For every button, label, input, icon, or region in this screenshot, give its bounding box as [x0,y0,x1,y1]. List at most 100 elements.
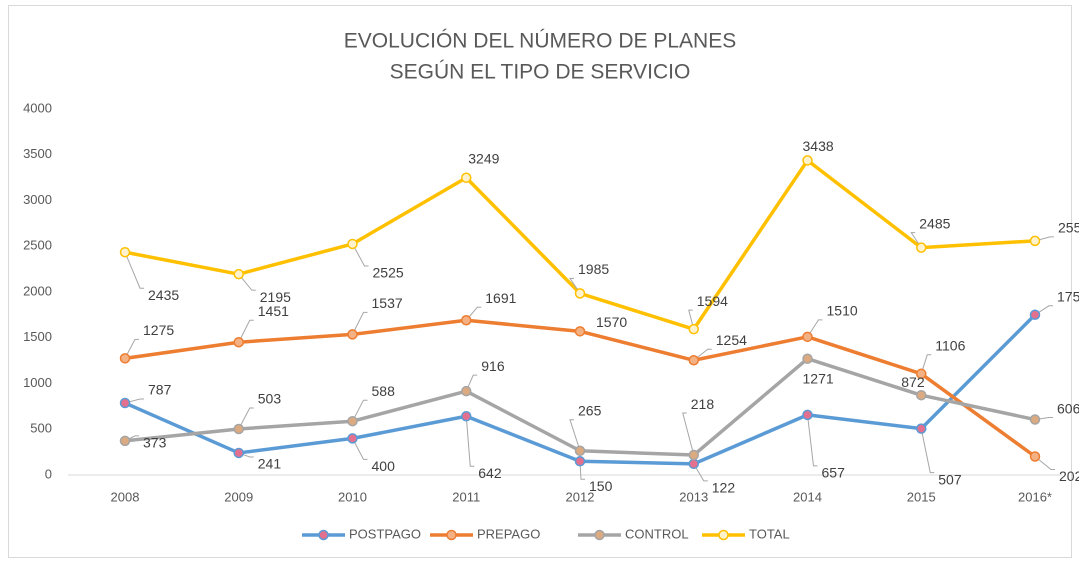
y-tick-label: 1500 [23,329,52,344]
marker [347,329,358,340]
data-label: 202 [1059,468,1079,484]
data-label: 588 [372,383,396,399]
leader-line [910,232,922,248]
marker [916,368,927,380]
legend-marker [594,529,605,541]
y-tick-label: 2000 [23,283,52,298]
legend-marker [318,529,329,541]
data-label: 218 [691,396,715,412]
marker [119,246,131,258]
x-tick-label: 2008 [111,489,140,504]
marker [233,268,244,280]
marker [347,415,358,427]
marker [347,238,358,250]
data-label: 265 [578,402,602,418]
data-label: 1106 [935,338,965,354]
legend-label: POSTPAGO [349,526,421,541]
y-tick-label: 1000 [23,375,52,390]
legend-label: PREPAGO [477,526,540,541]
leader-line [352,438,368,460]
data-label: 1275 [143,322,174,338]
marker [916,389,927,401]
marker [574,288,586,299]
legend-label: CONTROL [625,526,689,541]
leader-line [1034,305,1053,316]
data-label: 1271 [803,370,834,386]
data-label: 2525 [373,265,404,281]
data-label: 1985 [578,261,609,277]
marker [119,435,131,447]
marker [1029,309,1041,321]
x-tick-label: 2014 [793,489,822,504]
data-label: 642 [478,465,502,481]
data-label: 122 [712,480,736,496]
y-tick-label: 3500 [23,146,52,161]
leader-line [569,277,581,294]
marker [233,336,244,348]
marker [119,353,131,364]
data-label: 2485 [919,215,950,231]
marker [574,456,586,467]
leader-line [465,374,478,392]
marker [916,242,927,253]
marker [461,411,472,422]
marker [688,458,699,470]
y-tick-label: 4000 [23,100,52,115]
marker [688,323,699,335]
data-label: 373 [143,435,167,451]
marker [574,445,586,457]
data-label: 2195 [260,289,291,305]
data-label: 400 [372,458,396,474]
chart-title: SEGÚN EL TIPO DE SERVICIO [390,61,691,84]
y-tick-label: 0 [45,466,52,481]
legend-marker [446,529,457,541]
data-label: 241 [258,456,282,472]
legend-marker [718,529,729,541]
data-label: 787 [148,382,172,398]
marker [574,326,586,337]
leader-line [920,428,935,474]
leader-line [352,243,369,267]
marker [802,353,813,364]
leader-line [352,311,368,335]
data-label: 872 [901,374,925,390]
y-tick-label: 500 [30,421,52,436]
data-label: 507 [938,471,962,487]
data-label: 1451 [258,303,289,319]
data-label: 3249 [468,150,499,166]
marker [916,423,927,434]
data-label: 1254 [716,332,747,348]
marker [233,423,244,435]
leader-line [688,309,695,330]
chart-border [8,5,1072,558]
data-label: 1537 [372,295,403,311]
marker [802,155,813,166]
leader-line [693,348,712,361]
marker [1029,451,1041,462]
data-label: 1570 [596,314,627,330]
marker [688,449,699,461]
x-tick-label: 2012 [566,489,595,504]
leader-line [807,414,818,467]
leader-line [352,399,368,422]
data-label: 1691 [485,290,516,306]
marker [688,355,699,366]
y-tick-label: 2500 [23,238,52,253]
data-label: 503 [258,391,282,407]
leader-line [920,354,932,374]
marker [1029,414,1041,425]
leader-line [682,412,695,456]
leader-line [465,306,482,321]
leader-line [124,252,144,289]
x-tick-label: 2015 [907,489,936,504]
leader-line [807,319,823,338]
leader-line [693,463,708,482]
leader-line [1034,456,1055,471]
marker [461,315,472,326]
data-label: 2559 [1058,220,1079,236]
data-label: 2435 [148,287,179,303]
leader-line [579,461,585,480]
marker [802,409,813,421]
